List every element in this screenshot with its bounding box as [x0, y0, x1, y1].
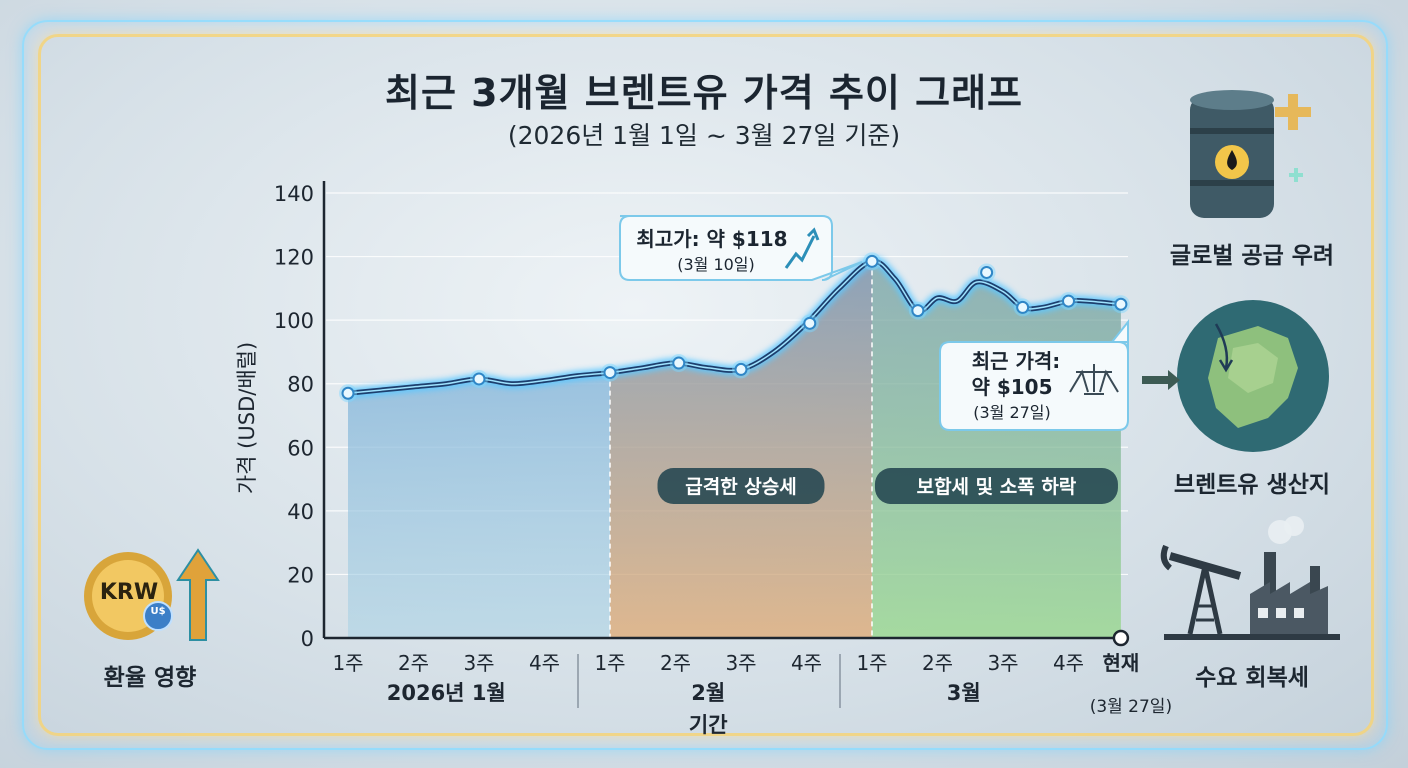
region-label-pill	[874, 468, 1118, 504]
coin-text: KRW	[99, 580, 159, 605]
chart-subtitle: (2026년 1월 1일 ~ 3월 27일 기준)	[507, 121, 901, 150]
current-point-marker	[1112, 629, 1130, 647]
x-tick-label: 2주	[660, 651, 691, 675]
oil-barrel-icon	[1182, 88, 1322, 228]
arrow-head-icon	[806, 227, 820, 241]
europe-globe-icon	[1138, 298, 1338, 458]
recent-callout-label: 최근 가격:	[972, 349, 1061, 373]
region-area	[872, 261, 1121, 638]
data-point	[865, 254, 879, 268]
x-tick-label: 1주	[856, 651, 887, 675]
production-region-label: 브렌트유 생산지	[1173, 472, 1331, 498]
data-point	[472, 372, 486, 386]
data-point	[734, 362, 748, 376]
x-group-label: 3월	[947, 681, 981, 705]
x-tick-label: 현재	[1102, 651, 1139, 675]
x-tick-label: 4주	[529, 651, 560, 675]
x-tick-label: 2주	[922, 651, 953, 675]
region-area	[348, 372, 610, 638]
y-tick-label: 120	[274, 246, 314, 270]
y-tick-label: 80	[287, 373, 314, 397]
data-point	[1114, 297, 1128, 311]
series-highlight	[347, 260, 1121, 394]
y-tick-label: 140	[274, 182, 314, 206]
y-axis-label: 가격 (USD/배럴)	[235, 342, 259, 494]
recent-callout-value: 약 $105	[971, 375, 1052, 399]
data-point	[911, 304, 925, 318]
region-area	[610, 261, 872, 638]
peak-callout-box	[619, 215, 863, 281]
region-label-pill	[657, 468, 825, 504]
peak-callout-label: 최고가: 약 $118	[636, 227, 787, 251]
region-label: 보합세 및 소폭 하락	[917, 476, 1077, 498]
inner-gold-frame	[38, 34, 1374, 736]
x-tick-label: 2주	[398, 651, 429, 675]
recent-callout-date: (3월 27일)	[973, 403, 1051, 422]
krw-coin-icon: KRW U$	[80, 540, 230, 650]
data-point	[803, 316, 817, 330]
x-tick-label: 3주	[725, 651, 756, 675]
y-tick-label: 20	[287, 563, 314, 587]
data-point	[980, 265, 994, 279]
outer-glow-frame	[22, 20, 1388, 750]
coin-small-text: U$	[150, 606, 166, 617]
trend-up-icon	[784, 235, 816, 269]
x-tick-label: 4주	[791, 651, 822, 675]
x-tick-label: 4주	[1053, 651, 1084, 675]
data-point	[341, 386, 355, 400]
x-group-label: 2026년 1월	[387, 681, 506, 705]
chart-title: 최근 3개월 브렌트유 가격 추이 그래프	[385, 71, 1023, 115]
peak-callout-date: (3월 10일)	[677, 255, 755, 274]
data-point	[1016, 300, 1030, 314]
x-tick-label: 3주	[987, 651, 1018, 675]
data-point	[603, 366, 617, 380]
x-tick-label: 3주	[463, 651, 494, 675]
recent-callout-box	[939, 319, 1129, 431]
scale-icon	[1069, 364, 1119, 395]
y-tick-label: 60	[287, 436, 314, 460]
demand-recovery-label: 수요 회복세	[1195, 665, 1309, 691]
y-tick-label: 40	[287, 500, 314, 524]
x-tick-label: 1주	[332, 651, 363, 675]
data-point	[672, 356, 686, 370]
current-date-label: (3월 27일)	[1090, 697, 1172, 717]
x-axis-label: 기간	[689, 713, 728, 737]
oil-pump-factory-icon	[1160, 516, 1340, 644]
y-tick-label: 100	[274, 309, 314, 333]
region-label: 급격한 상승세	[685, 476, 797, 498]
exchange-rate-label: 환율 영향	[103, 665, 197, 691]
y-tick-label: 0	[301, 627, 314, 651]
data-point	[1062, 294, 1075, 308]
x-tick-label: 1주	[594, 651, 625, 675]
x-group-label: 2월	[691, 681, 725, 705]
supply-concern-label: 글로벌 공급 우려	[1169, 243, 1335, 269]
